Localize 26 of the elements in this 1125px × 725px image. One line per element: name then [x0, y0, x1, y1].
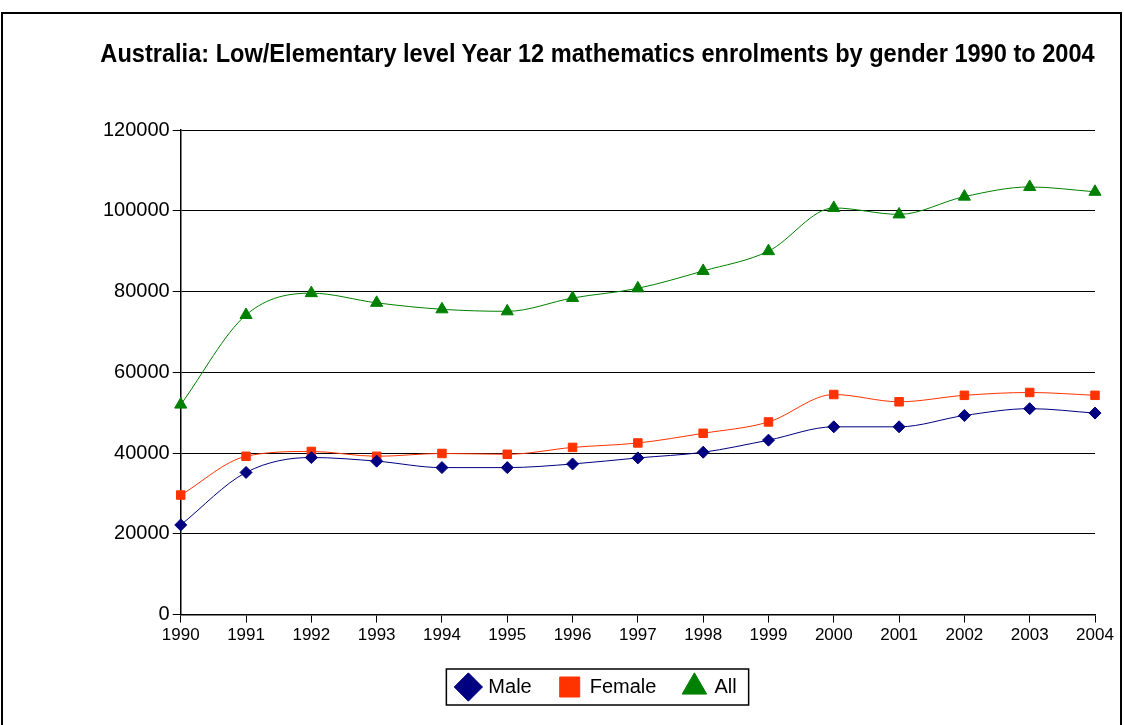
- y-tick-label: 20000: [114, 521, 170, 544]
- x-tick-label: 1995: [488, 625, 527, 645]
- legend-label: All: [714, 674, 737, 697]
- x-tick-label: 1996: [553, 625, 592, 645]
- x-tick-label: 1993: [357, 625, 396, 645]
- y-tick-label: 0: [158, 602, 170, 625]
- y-tick-label: 60000: [114, 359, 170, 382]
- x-tick-label: 1999: [749, 625, 788, 645]
- x-tick-label: 2000: [814, 625, 853, 645]
- legend-label: Male: [488, 674, 532, 697]
- legend-label: Female: [589, 674, 657, 697]
- x-tick-label: 1998: [684, 625, 723, 645]
- x-tick-label: 1990: [161, 625, 200, 645]
- y-tick-label: 80000: [114, 279, 170, 302]
- x-tick-label: 2003: [1010, 625, 1049, 645]
- x-tick-label: 2002: [945, 625, 984, 645]
- chart-title: Australia: Low/Elementary level Year 12 mathematics enrolments by gender 1990 to 2004: [100, 39, 1096, 68]
- x-tick-label: 1992: [292, 625, 331, 645]
- x-tick-label: 1991: [227, 625, 265, 645]
- x-tick-label: 1997: [618, 625, 657, 645]
- x-tick-label: 2004: [1076, 625, 1114, 645]
- y-tick-label: 100000: [102, 198, 170, 221]
- x-tick-label: 1994: [423, 625, 461, 645]
- y-tick-label: 40000: [114, 440, 170, 463]
- x-tick-label: 2001: [880, 625, 918, 645]
- y-tick-label: 120000: [102, 117, 170, 140]
